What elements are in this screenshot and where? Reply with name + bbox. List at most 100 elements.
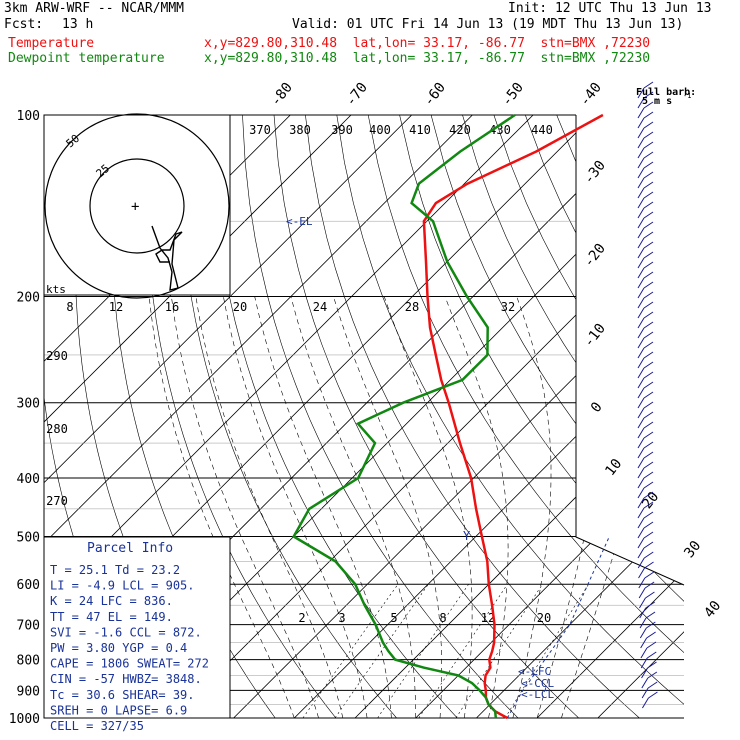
theta-label: 420 <box>449 123 471 137</box>
wind-barb-flag <box>643 551 654 559</box>
parcel-marker: Y <box>463 529 471 543</box>
dry-adiabat <box>619 115 684 718</box>
wind-barb-flag <box>643 521 654 529</box>
theta-label: 390 <box>331 123 353 137</box>
wind-barb <box>637 147 645 159</box>
wind-barb <box>640 657 648 669</box>
isotherm-line <box>476 115 684 718</box>
pressure-label: 500 <box>17 530 40 545</box>
wind-barb <box>637 237 645 249</box>
wind-barb-flag <box>643 171 654 179</box>
wind-barb <box>639 627 647 639</box>
isotherm-label: 0 <box>588 399 606 415</box>
wind-barb <box>637 247 645 259</box>
pressure-label: 400 <box>17 472 40 487</box>
dry-adiabat <box>682 115 684 718</box>
wind-barb-flag <box>643 471 654 479</box>
wind-barb-flag <box>646 631 656 639</box>
wind-barb-flag <box>646 651 657 659</box>
wind-barb <box>637 487 645 499</box>
wind-barb-flag <box>643 321 654 329</box>
wind-barb <box>638 577 646 589</box>
isotherm-line <box>172 115 684 718</box>
isotherm-line <box>44 115 534 718</box>
parcel-info-row: T = 25.1 Td = 23.2 <box>50 563 180 577</box>
wind-barb-flag <box>643 441 654 449</box>
wind-barb <box>637 437 645 449</box>
wind-barb <box>637 287 645 299</box>
wind-barb-flag <box>646 621 656 629</box>
wind-barb <box>637 307 645 319</box>
isotherm-line <box>415 115 684 718</box>
pressure-label: 100 <box>17 109 40 124</box>
wind-barb <box>637 87 645 99</box>
wind-barb-flag <box>643 361 654 369</box>
theta-label: 410 <box>409 123 431 137</box>
dry-adiabat <box>399 115 684 718</box>
parcel-info-row: PW = 3.80 YGP = 0.4 <box>50 641 187 655</box>
level-label-el: <-EL <box>286 215 313 228</box>
wind-barb-flag <box>647 681 658 689</box>
theta-label: 440 <box>531 123 553 137</box>
wind-barb-flag <box>643 391 654 399</box>
wind-barb-flag <box>643 231 654 239</box>
wind-barb-flag <box>643 281 654 289</box>
parcel-info-row: SVI = -1.6 CCL = 872. <box>50 625 202 639</box>
theta-label: 370 <box>249 123 271 137</box>
isotherm-line <box>536 115 684 718</box>
pressure-label: 1000 <box>9 712 40 727</box>
hodograph-axis-label: 24 <box>313 300 327 314</box>
wind-barb <box>639 607 647 619</box>
dry-adiabat <box>714 115 740 718</box>
wind-barb <box>637 507 645 519</box>
wind-barb <box>638 587 646 599</box>
level-label-ccl: <-CCL <box>521 677 554 690</box>
level-label-lcl: <-LCL <box>521 688 554 701</box>
wind-barb <box>637 337 645 349</box>
moist-adiabat <box>223 296 368 718</box>
right-frame <box>575 115 685 586</box>
wind-barb <box>642 697 649 709</box>
hodograph-trace <box>151 225 183 291</box>
wind-barb <box>637 427 645 439</box>
wind-barb <box>637 517 645 529</box>
parcel-info-title: Parcel Info <box>87 541 173 556</box>
wind-barb-flag <box>643 401 654 409</box>
mixing-ratio-label: 20 <box>537 611 551 625</box>
wind-barb <box>640 637 648 649</box>
isotherm-line <box>597 115 684 718</box>
model-title: 3km ARW-WRF -- NCAR/MMM <box>4 1 185 16</box>
moist-adiabat <box>512 296 552 718</box>
parcel-info-row: Tc = 30.6 SHEAR= 39. <box>50 688 195 702</box>
wind-barb-flag <box>644 561 654 569</box>
wind-barb-flag <box>643 211 654 219</box>
theta-label: 280 <box>46 422 68 436</box>
wind-barb <box>637 107 645 119</box>
theta-label: 400 <box>369 123 391 137</box>
isotherm-label: 10 <box>602 456 625 479</box>
wind-barb-flag <box>643 291 654 299</box>
isotherm-label: -40 <box>577 80 605 110</box>
wind-barb-flag <box>644 581 655 589</box>
wind-barb-flag <box>643 141 654 149</box>
theta-label: 430 <box>489 123 511 137</box>
wind-barb-flag <box>643 451 654 459</box>
parcel-info-row: SREH = 0 LAPSE= 6.9 <box>50 703 187 717</box>
dry-adiabat <box>367 115 684 718</box>
wind-barb <box>637 477 645 489</box>
wind-barb <box>639 597 646 609</box>
pressure-label: 600 <box>17 578 40 593</box>
forecast-hour: 13 h <box>62 17 94 32</box>
mixing-ratio-line <box>455 584 543 718</box>
wind-barb-flag <box>643 91 654 99</box>
hodograph-center: + <box>131 199 139 215</box>
wind-barb <box>641 687 649 699</box>
wind-barb-flag <box>643 261 654 269</box>
wind-barb-flag <box>643 461 654 469</box>
init-time: Init: 12 UTC Thu 13 Jun 13 <box>508 1 712 16</box>
isotherm-label: 30 <box>681 538 704 561</box>
wind-barb <box>637 317 645 329</box>
hodograph-unit-label: kts <box>46 283 66 296</box>
wind-barb-flag <box>643 311 654 319</box>
